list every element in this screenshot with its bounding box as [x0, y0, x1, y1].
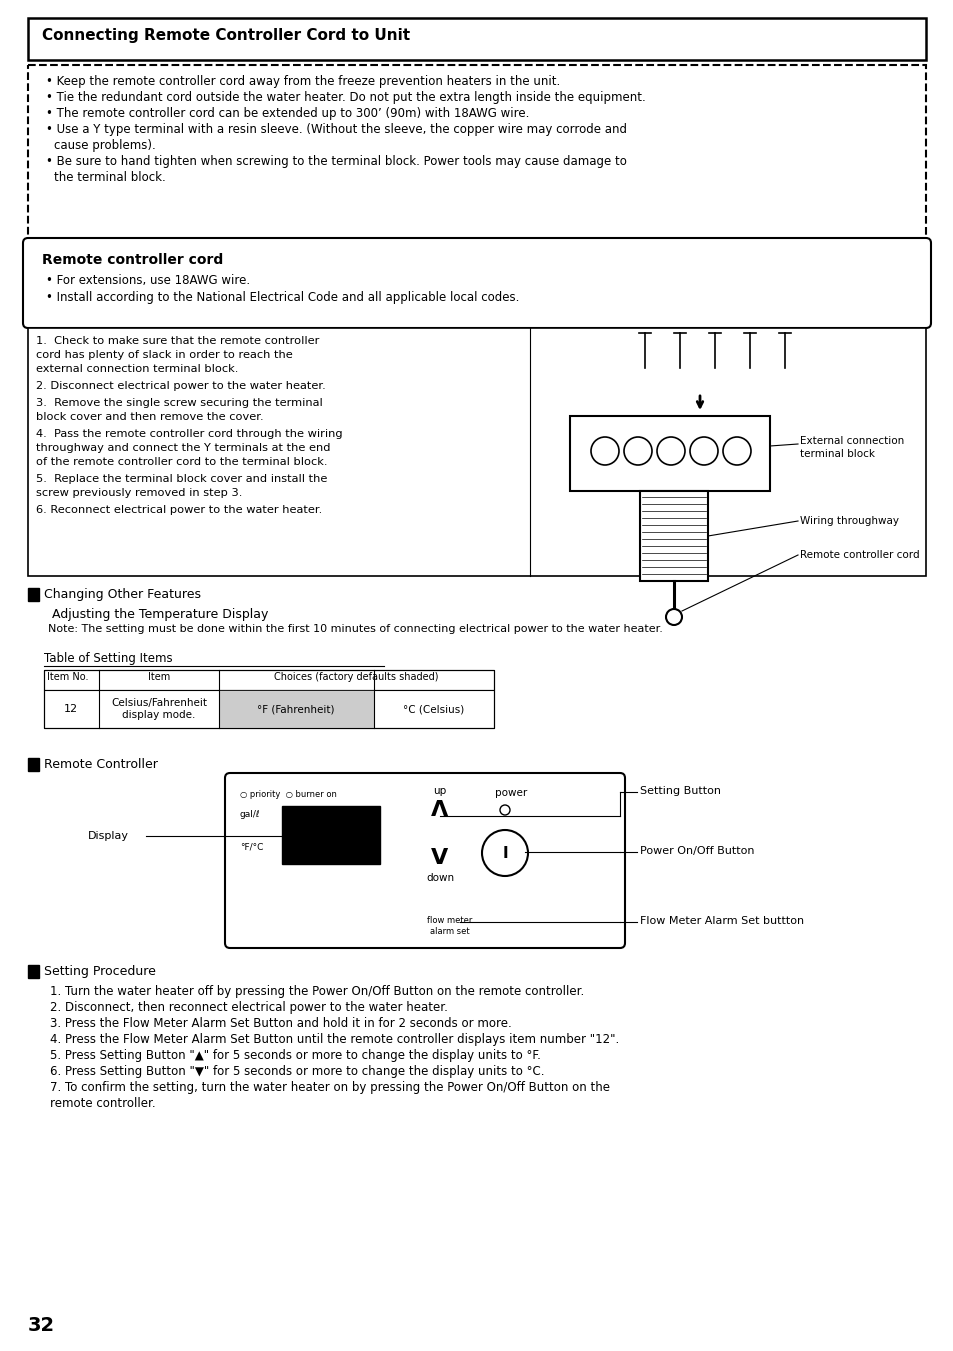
- FancyBboxPatch shape: [225, 773, 624, 948]
- Bar: [28, 758, 39, 771]
- Text: • Install according to the National Electrical Code and all applicable local cod: • Install according to the National Elec…: [46, 290, 518, 304]
- Text: Table of Setting Items: Table of Setting Items: [44, 653, 172, 665]
- Bar: [28, 328, 925, 576]
- Text: Setting Procedure: Setting Procedure: [44, 965, 155, 978]
- Text: 7. To confirm the setting, turn the water heater on by pressing the Power On/Off: 7. To confirm the setting, turn the wate…: [50, 1081, 609, 1094]
- Text: external connection terminal block.: external connection terminal block.: [36, 363, 238, 374]
- Text: Λ: Λ: [431, 800, 448, 820]
- Text: V: V: [431, 848, 448, 867]
- Bar: [282, 807, 379, 865]
- Text: screw previously removed in step 3.: screw previously removed in step 3.: [36, 488, 242, 499]
- Bar: [219, 690, 374, 728]
- Text: Remote controller cord: Remote controller cord: [800, 550, 919, 561]
- Bar: [44, 670, 494, 690]
- Text: Wiring throughway: Wiring throughway: [800, 516, 898, 526]
- Text: • The remote controller cord can be extended up to 300’ (90m) with 18AWG wire.: • The remote controller cord can be exte…: [46, 107, 529, 120]
- Bar: [639, 490, 707, 581]
- Circle shape: [481, 830, 527, 875]
- Text: Celsius/Fahrenheit
display mode.: Celsius/Fahrenheit display mode.: [111, 698, 207, 720]
- Text: Item No.: Item No.: [47, 671, 89, 682]
- Text: power: power: [495, 788, 527, 798]
- Circle shape: [499, 805, 510, 815]
- Text: terminal block: terminal block: [800, 449, 874, 459]
- Text: 1. Turn the water heater off by pressing the Power On/Off Button on the remote c: 1. Turn the water heater off by pressing…: [50, 985, 583, 998]
- Text: • Use a Y type terminal with a resin sleeve. (Without the sleeve, the copper wir: • Use a Y type terminal with a resin sle…: [46, 123, 626, 136]
- Text: gal/ℓ: gal/ℓ: [240, 811, 260, 819]
- Circle shape: [623, 436, 651, 465]
- Text: °F/°C: °F/°C: [240, 843, 263, 852]
- Text: 5.  Replace the terminal block cover and install the: 5. Replace the terminal block cover and …: [36, 474, 327, 484]
- Text: of the remote controller cord to the terminal block.: of the remote controller cord to the ter…: [36, 457, 327, 467]
- Text: throughway and connect the Y terminals at the end: throughway and connect the Y terminals a…: [36, 443, 330, 453]
- Text: Note: The setting must be done within the first 10 minutes of connecting electri: Note: The setting must be done within th…: [48, 624, 662, 634]
- Text: 32: 32: [28, 1316, 55, 1335]
- Text: Adjusting the Temperature Display: Adjusting the Temperature Display: [52, 608, 268, 621]
- Circle shape: [665, 609, 681, 626]
- Text: cord has plenty of slack in order to reach the: cord has plenty of slack in order to rea…: [36, 350, 293, 359]
- Text: • Tie the redundant cord outside the water heater. Do not put the extra length i: • Tie the redundant cord outside the wat…: [46, 91, 645, 104]
- Text: Connecting Remote Controller Cord to Unit: Connecting Remote Controller Cord to Uni…: [42, 28, 410, 43]
- Text: Flow Meter Alarm Set buttton: Flow Meter Alarm Set buttton: [639, 916, 803, 925]
- Text: External connection: External connection: [800, 436, 903, 446]
- Text: • For extensions, use 18AWG wire.: • For extensions, use 18AWG wire.: [46, 274, 250, 286]
- Text: I: I: [501, 846, 507, 861]
- Text: 12: 12: [64, 704, 78, 713]
- Circle shape: [590, 436, 618, 465]
- Text: °F (Fahrenheit): °F (Fahrenheit): [257, 704, 335, 713]
- Text: 2. Disconnect electrical power to the water heater.: 2. Disconnect electrical power to the wa…: [36, 381, 325, 390]
- Text: Choices (factory defaults shaded): Choices (factory defaults shaded): [274, 671, 437, 682]
- Text: Remote controller cord: Remote controller cord: [42, 253, 223, 267]
- FancyBboxPatch shape: [23, 238, 930, 328]
- Text: 6. Reconnect electrical power to the water heater.: 6. Reconnect electrical power to the wat…: [36, 505, 322, 515]
- Text: 1.  Check to make sure that the remote controller: 1. Check to make sure that the remote co…: [36, 336, 319, 346]
- Text: cause problems).: cause problems).: [54, 139, 155, 153]
- Text: 4.  Pass the remote controller cord through the wiring: 4. Pass the remote controller cord throu…: [36, 430, 342, 439]
- Text: Setting Button: Setting Button: [639, 786, 720, 796]
- Text: 4. Press the Flow Meter Alarm Set Button until the remote controller displays it: 4. Press the Flow Meter Alarm Set Button…: [50, 1034, 618, 1046]
- Text: Changing Other Features: Changing Other Features: [44, 588, 201, 601]
- Text: down: down: [425, 873, 454, 884]
- Bar: [28, 588, 39, 601]
- Text: Item: Item: [148, 671, 170, 682]
- Text: 3.  Remove the single screw securing the terminal: 3. Remove the single screw securing the …: [36, 399, 322, 408]
- Text: • Be sure to hand tighten when screwing to the terminal block. Power tools may c: • Be sure to hand tighten when screwing …: [46, 155, 626, 168]
- Text: remote controller.: remote controller.: [50, 1097, 155, 1111]
- Circle shape: [722, 436, 750, 465]
- Text: 2. Disconnect, then reconnect electrical power to the water heater.: 2. Disconnect, then reconnect electrical…: [50, 1001, 447, 1015]
- Text: Power On/Off Button: Power On/Off Button: [639, 846, 754, 857]
- Text: 3. Press the Flow Meter Alarm Set Button and hold it in for 2 seconds or more.: 3. Press the Flow Meter Alarm Set Button…: [50, 1017, 511, 1029]
- Bar: [44, 690, 494, 728]
- Bar: [28, 65, 925, 240]
- Text: up: up: [433, 786, 446, 796]
- Text: 5. Press Setting Button "▲" for 5 seconds or more to change the display units to: 5. Press Setting Button "▲" for 5 second…: [50, 1048, 540, 1062]
- Circle shape: [657, 436, 684, 465]
- Bar: [569, 416, 769, 490]
- Text: block cover and then remove the cover.: block cover and then remove the cover.: [36, 412, 263, 422]
- Text: ○ priority  ○ burner on: ○ priority ○ burner on: [240, 790, 336, 798]
- Text: • Keep the remote controller cord away from the freeze prevention heaters in the: • Keep the remote controller cord away f…: [46, 76, 559, 88]
- Text: °C (Celsius): °C (Celsius): [403, 704, 464, 713]
- Bar: [44, 670, 494, 728]
- Circle shape: [689, 436, 718, 465]
- Text: the terminal block.: the terminal block.: [54, 172, 166, 184]
- Bar: [28, 965, 39, 978]
- Text: 6. Press Setting Button "▼" for 5 seconds or more to change the display units to: 6. Press Setting Button "▼" for 5 second…: [50, 1065, 544, 1078]
- Bar: [28, 18, 925, 59]
- Text: Remote Controller: Remote Controller: [44, 758, 157, 771]
- Text: Display: Display: [88, 831, 129, 842]
- Text: flow meter
alarm set: flow meter alarm set: [427, 916, 472, 936]
